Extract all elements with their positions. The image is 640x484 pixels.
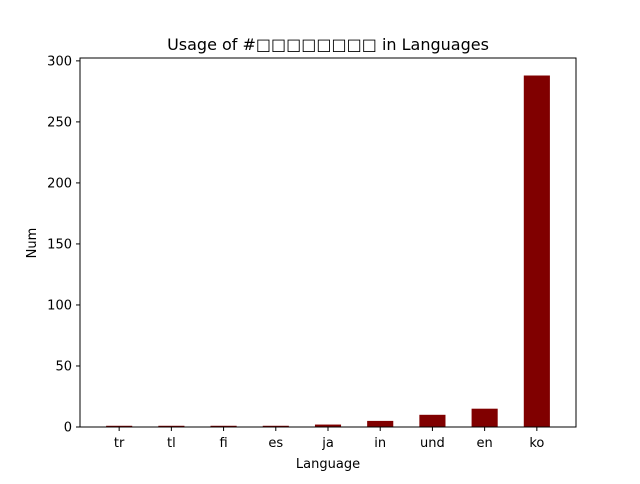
bar-ko: [523, 75, 550, 427]
x-tick-label: tl: [167, 436, 176, 451]
x-tick-label: es: [268, 436, 283, 451]
bar-tl: [158, 425, 185, 427]
bar-und: [419, 414, 446, 427]
x-tick-label: en: [477, 436, 493, 451]
y-tick-label: 0: [64, 421, 72, 436]
y-axis-label: Num: [25, 228, 40, 259]
y-tick-label: 100: [47, 298, 72, 313]
bar-ja: [314, 424, 342, 427]
bar-en: [471, 408, 498, 427]
y-tick-label: 50: [55, 359, 72, 374]
y-tick-label: 200: [47, 176, 72, 191]
bar-fi: [210, 425, 237, 427]
x-tick-label: ko: [529, 436, 544, 451]
plot-frame: [79, 57, 577, 428]
x-tick-label: in: [374, 436, 386, 451]
y-tick-label: 150: [47, 237, 72, 252]
bar-in: [367, 420, 394, 427]
x-tick-label: und: [420, 436, 445, 451]
chart-title: Usage of #□□□□□□□□ in Languages: [167, 35, 489, 54]
x-axis-ticks: tr tl fi es ja in und en ko: [114, 427, 544, 451]
x-tick-label: ja: [321, 436, 334, 451]
x-tick-label: tr: [114, 436, 125, 451]
y-tick-label: 250: [47, 115, 72, 130]
bar-es: [262, 425, 289, 427]
x-axis-label: Language: [296, 457, 360, 472]
x-tick-label: fi: [219, 436, 227, 451]
y-tick-label: 300: [47, 54, 72, 69]
bars-layer: [106, 75, 550, 427]
bar-tr: [106, 425, 133, 427]
y-axis-ticks: 0 50 100 150 200 250 300: [47, 54, 80, 436]
